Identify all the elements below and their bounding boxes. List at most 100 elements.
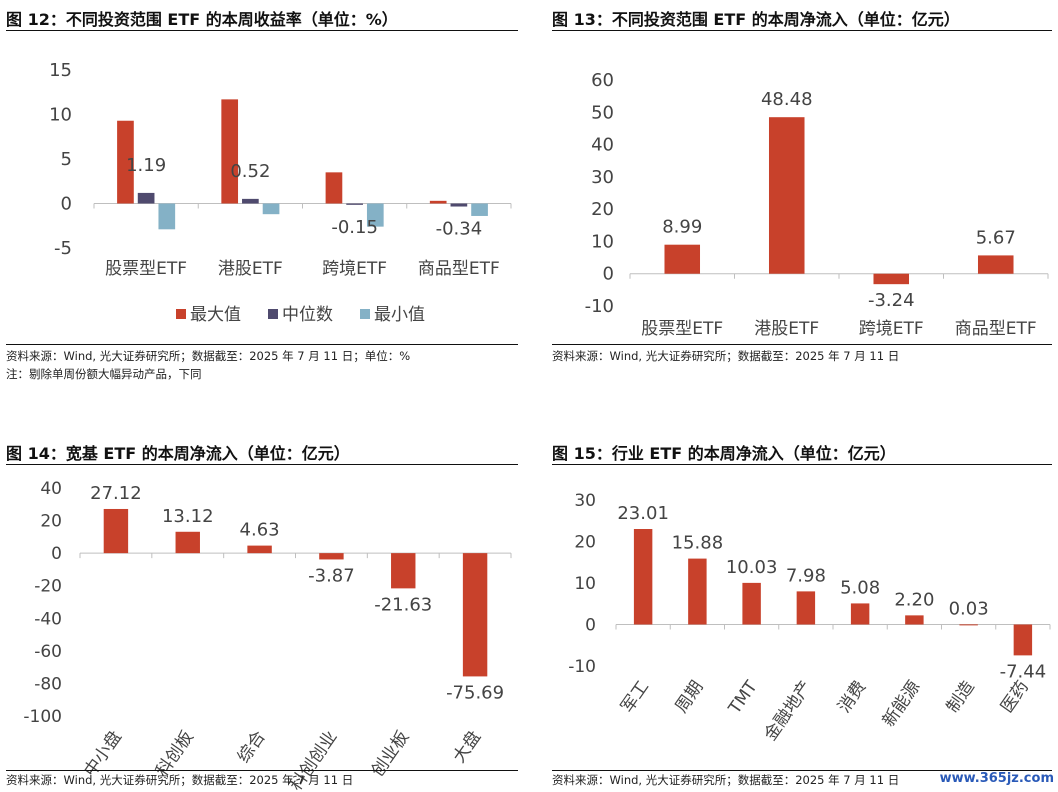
category-label: 股票型ETF (105, 259, 187, 279)
bar (391, 553, 416, 589)
y-tick-label: -20 (34, 577, 62, 597)
y-tick-label: -60 (34, 642, 62, 662)
y-tick-label: 0 (603, 264, 614, 285)
y-tick-label: 50 (591, 102, 614, 123)
category-label: 周期 (672, 677, 708, 716)
y-tick-label: -40 (34, 609, 62, 629)
data-label: 2.20 (894, 589, 934, 610)
data-label: 0.03 (949, 598, 989, 619)
bar (247, 545, 272, 554)
figure-15-top-rule (552, 464, 1052, 465)
y-tick-label: 20 (574, 533, 596, 553)
category-label: 大盘 (449, 727, 485, 766)
category-label: 消费 (834, 677, 870, 716)
figure-15-bottom-rule (552, 770, 1052, 771)
category-label: 医药 (997, 677, 1033, 716)
data-label: 13.12 (162, 506, 214, 527)
bar (768, 117, 805, 274)
bar (664, 244, 701, 274)
bar (175, 531, 200, 554)
category-label: 跨境ETF (322, 259, 387, 279)
data-label: 27.12 (90, 483, 142, 504)
y-tick-label: -10 (568, 657, 596, 677)
figure-15-title: 图 15：行业 ETF 的本周净流入（单位：亿元） (552, 444, 896, 463)
y-tick-label: 10 (591, 231, 614, 252)
data-label: -3.87 (308, 565, 355, 586)
y-tick-label: 0 (585, 616, 596, 636)
y-tick-label: 60 (591, 70, 614, 91)
legend-swatch (176, 309, 186, 319)
legend-label: 最小值 (374, 305, 425, 325)
figure-13-title: 图 13：不同投资范围 ETF 的本周净流入（单位：亿元） (552, 10, 960, 29)
figure-12-source: 资料来源：Wind, 光大证券研究所；数据截至：2025 年 7 月 11 日；… (6, 349, 411, 363)
legend-swatch (360, 309, 370, 319)
data-label: -75.69 (446, 682, 504, 703)
category-label: 金融地产 (761, 677, 816, 744)
bar-最小值 (366, 203, 384, 227)
data-label: -7.44 (1000, 661, 1047, 682)
data-label: -0.34 (436, 219, 483, 240)
bar (959, 624, 978, 626)
bar (688, 558, 707, 625)
figure-14-top-rule (6, 464, 518, 465)
bar (905, 615, 924, 625)
y-tick-label: 20 (591, 199, 614, 220)
data-label: -3.24 (868, 290, 915, 311)
y-tick-label: -100 (23, 707, 62, 727)
y-tick-label: -80 (34, 674, 62, 694)
legend-label: 中位数 (282, 305, 333, 325)
bar-最小值 (262, 203, 280, 215)
figure-12-bottom-rule (6, 344, 518, 345)
data-label: 5.08 (840, 577, 880, 598)
y-tick-label: 10 (574, 574, 596, 594)
figure-13-source: 资料来源：Wind, 光大证券研究所；数据截至：2025 年 7 月 11 日 (552, 349, 900, 363)
figure-13-top-rule (552, 30, 1052, 31)
bar (850, 603, 870, 625)
y-tick-label: 40 (591, 135, 614, 156)
bar-中位数 (346, 203, 363, 205)
data-label: 10.03 (726, 557, 778, 578)
y-tick-label: 30 (591, 167, 614, 188)
bar-最小值 (471, 203, 488, 216)
bar-最大值 (117, 120, 134, 204)
data-label: -0.15 (331, 217, 378, 238)
figure-12-top-rule (6, 30, 518, 31)
category-label: 商品型ETF (418, 259, 500, 279)
figure-14-chart: 40 20 0 -20 -40 -60 -80 -100 27.12 13.12 4.63 -3.87… (23, 479, 512, 792)
figure-13-bottom-rule (552, 344, 1052, 345)
figure-13: 图 13：不同投资范围 ETF 的本周净流入（单位：亿元） 60 50 40 30 20… (552, 6, 1052, 386)
bar (633, 529, 653, 625)
data-label: 23.01 (617, 503, 669, 524)
category-label: TMT (724, 677, 762, 719)
bar (462, 553, 488, 677)
figure-14: 图 14：宽基 ETF 的本周净流入（单位：亿元） 40 20 0 -20 -40 -60… (6, 440, 518, 792)
figure-14-title: 图 14：宽基 ETF 的本周净流入（单位：亿元） (6, 444, 350, 463)
data-label: -21.63 (374, 594, 432, 615)
data-label: 8.99 (662, 217, 702, 238)
bar (796, 591, 816, 625)
figure-15: 图 15：行业 ETF 的本周净流入（单位：亿元） 30 20 10 0 -10 23.0… (552, 440, 1052, 792)
figure-15-source: 资料来源：Wind, 光大证券研究所；数据截至：2025 年 7 月 11 日 (552, 773, 900, 787)
category-label: 创业板 (368, 727, 414, 780)
category-label: 军工 (617, 677, 653, 716)
y-tick-label: -5 (54, 238, 72, 259)
category-label: 制造 (943, 677, 979, 716)
watermark: www.365jz.com (939, 771, 1054, 786)
category-label: 综合 (234, 727, 270, 766)
bar-中位数 (242, 198, 259, 204)
y-tick-label: -10 (585, 296, 614, 317)
figure-13-chart: 60 50 40 30 20 10 0 -10 8.99 48.48 -3.24 5.67 股票型ETF… (585, 70, 1049, 339)
legend-label: 最大值 (190, 305, 241, 325)
category-label: 商品型ETF (955, 319, 1037, 339)
data-label: 48.48 (761, 89, 813, 110)
figure-12-note: 注：剔除单周份额大幅异动产品，下同 (6, 367, 202, 381)
y-tick-label: 0 (51, 544, 62, 564)
category-label: 港股ETF (754, 319, 819, 339)
data-label: 7.98 (786, 565, 826, 586)
y-tick-label: 15 (49, 60, 72, 81)
bar (319, 553, 344, 560)
y-tick-label: 5 (61, 149, 72, 170)
bar (742, 582, 761, 625)
bar-中位数 (137, 192, 155, 204)
